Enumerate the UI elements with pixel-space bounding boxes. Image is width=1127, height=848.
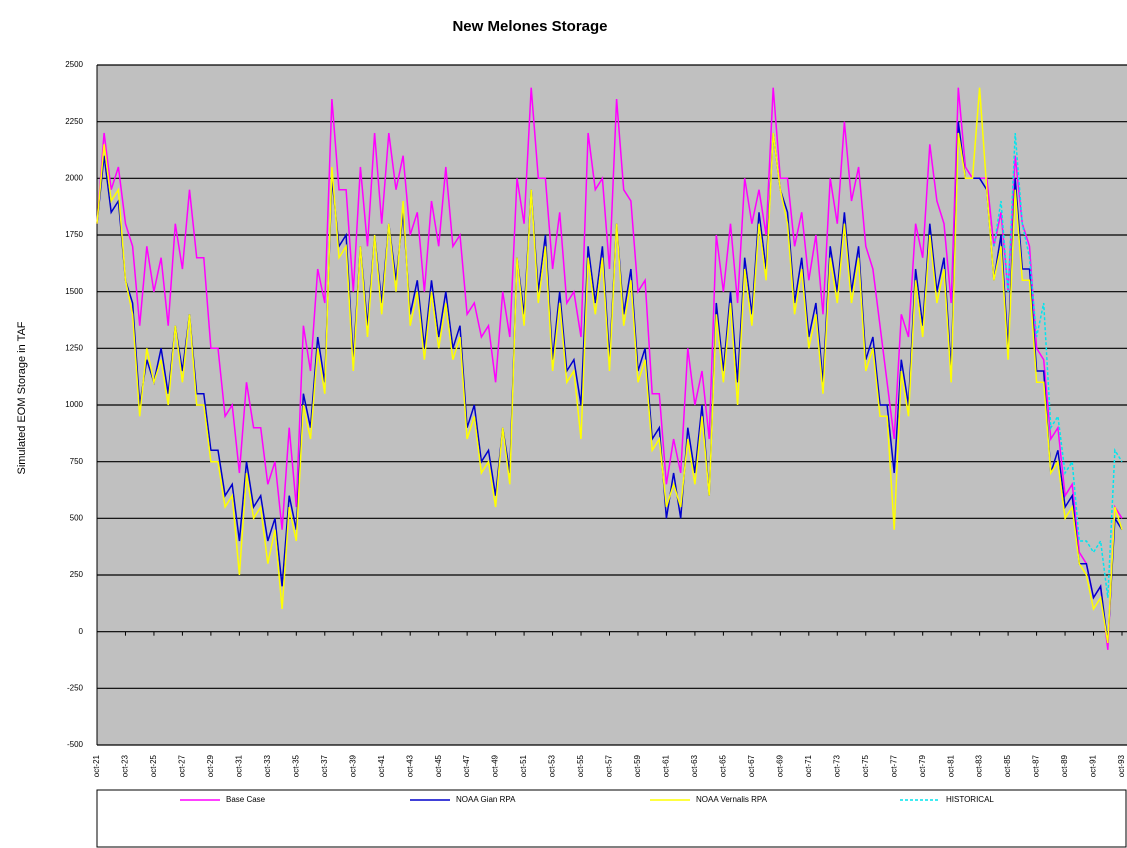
legend-label: NOAA Gian RPA: [456, 795, 516, 804]
series-line: [96, 87, 1123, 650]
x-tick-label: oct-21: [92, 754, 101, 777]
legend-label: NOAA Vernalis RPA: [696, 795, 768, 804]
x-tick-label: oct-69: [775, 754, 784, 777]
x-tick-label: oct-53: [548, 754, 557, 777]
x-tick-label: oct-63: [690, 754, 699, 777]
x-tick-label: oct-61: [662, 754, 671, 777]
y-tick-label: -500: [67, 740, 84, 749]
x-tick-label: oct-81: [946, 754, 955, 777]
series-line: [993, 132, 1123, 598]
y-tick-label: 2500: [65, 60, 83, 69]
x-tick-label: oct-45: [434, 754, 443, 777]
x-tick-label: oct-51: [519, 754, 528, 777]
x-tick-label: oct-73: [832, 754, 841, 777]
y-tick-label: 0: [79, 627, 84, 636]
series-line: [96, 87, 1123, 644]
x-tick-label: oct-57: [605, 754, 614, 777]
x-tick-label: oct-93: [1117, 754, 1126, 777]
chart-title: New Melones Storage: [452, 18, 607, 35]
y-tick-label: 1000: [65, 400, 83, 409]
x-tick-label: oct-91: [1089, 754, 1098, 777]
x-tick-label: oct-77: [889, 754, 898, 777]
x-tick-label: oct-67: [747, 754, 756, 777]
x-tick-label: oct-33: [263, 754, 272, 777]
y-tick-label: 2250: [65, 117, 83, 126]
x-tick-label: oct-27: [178, 754, 187, 777]
x-tick-label: oct-43: [405, 754, 414, 777]
x-tick-label: oct-75: [861, 754, 870, 777]
x-tick-label: oct-85: [1003, 754, 1012, 777]
x-tick-label: oct-87: [1032, 754, 1041, 777]
y-tick-label: 750: [70, 457, 84, 466]
x-tick-label: oct-55: [576, 754, 585, 777]
y-tick-label: 2000: [65, 173, 83, 182]
x-tick-label: oct-39: [348, 754, 357, 777]
legend-label: Base Case: [226, 795, 266, 804]
x-tick-label: oct-23: [121, 754, 130, 777]
legend-label: HISTORICAL: [946, 795, 994, 804]
y-tick-label: -250: [67, 683, 84, 692]
x-tick-label: oct-35: [291, 754, 300, 777]
x-tick-label: oct-65: [718, 754, 727, 777]
y-tick-label: 1250: [65, 343, 83, 352]
x-tick-label: oct-47: [462, 754, 471, 777]
x-tick-label: oct-31: [234, 754, 243, 777]
y-tick-label: 500: [70, 513, 84, 522]
x-tick-label: oct-59: [633, 754, 642, 777]
y-tick-label: 1500: [65, 287, 83, 296]
x-tick-label: oct-83: [975, 754, 984, 777]
x-tick-label: oct-79: [918, 754, 927, 777]
x-tick-label: oct-25: [149, 754, 158, 777]
x-tick-label: oct-49: [491, 754, 500, 777]
x-tick-label: oct-89: [1060, 754, 1069, 777]
y-axis-label: Simulated EOM Storage in TAF: [16, 321, 28, 474]
x-tick-label: oct-41: [377, 754, 386, 777]
y-tick-label: 1750: [65, 230, 83, 239]
x-tick-label: oct-71: [804, 754, 813, 777]
x-tick-label: oct-37: [320, 754, 329, 777]
x-tick-label: oct-29: [206, 754, 215, 777]
y-tick-label: 250: [70, 570, 84, 579]
legend-box: [96, 789, 1127, 848]
